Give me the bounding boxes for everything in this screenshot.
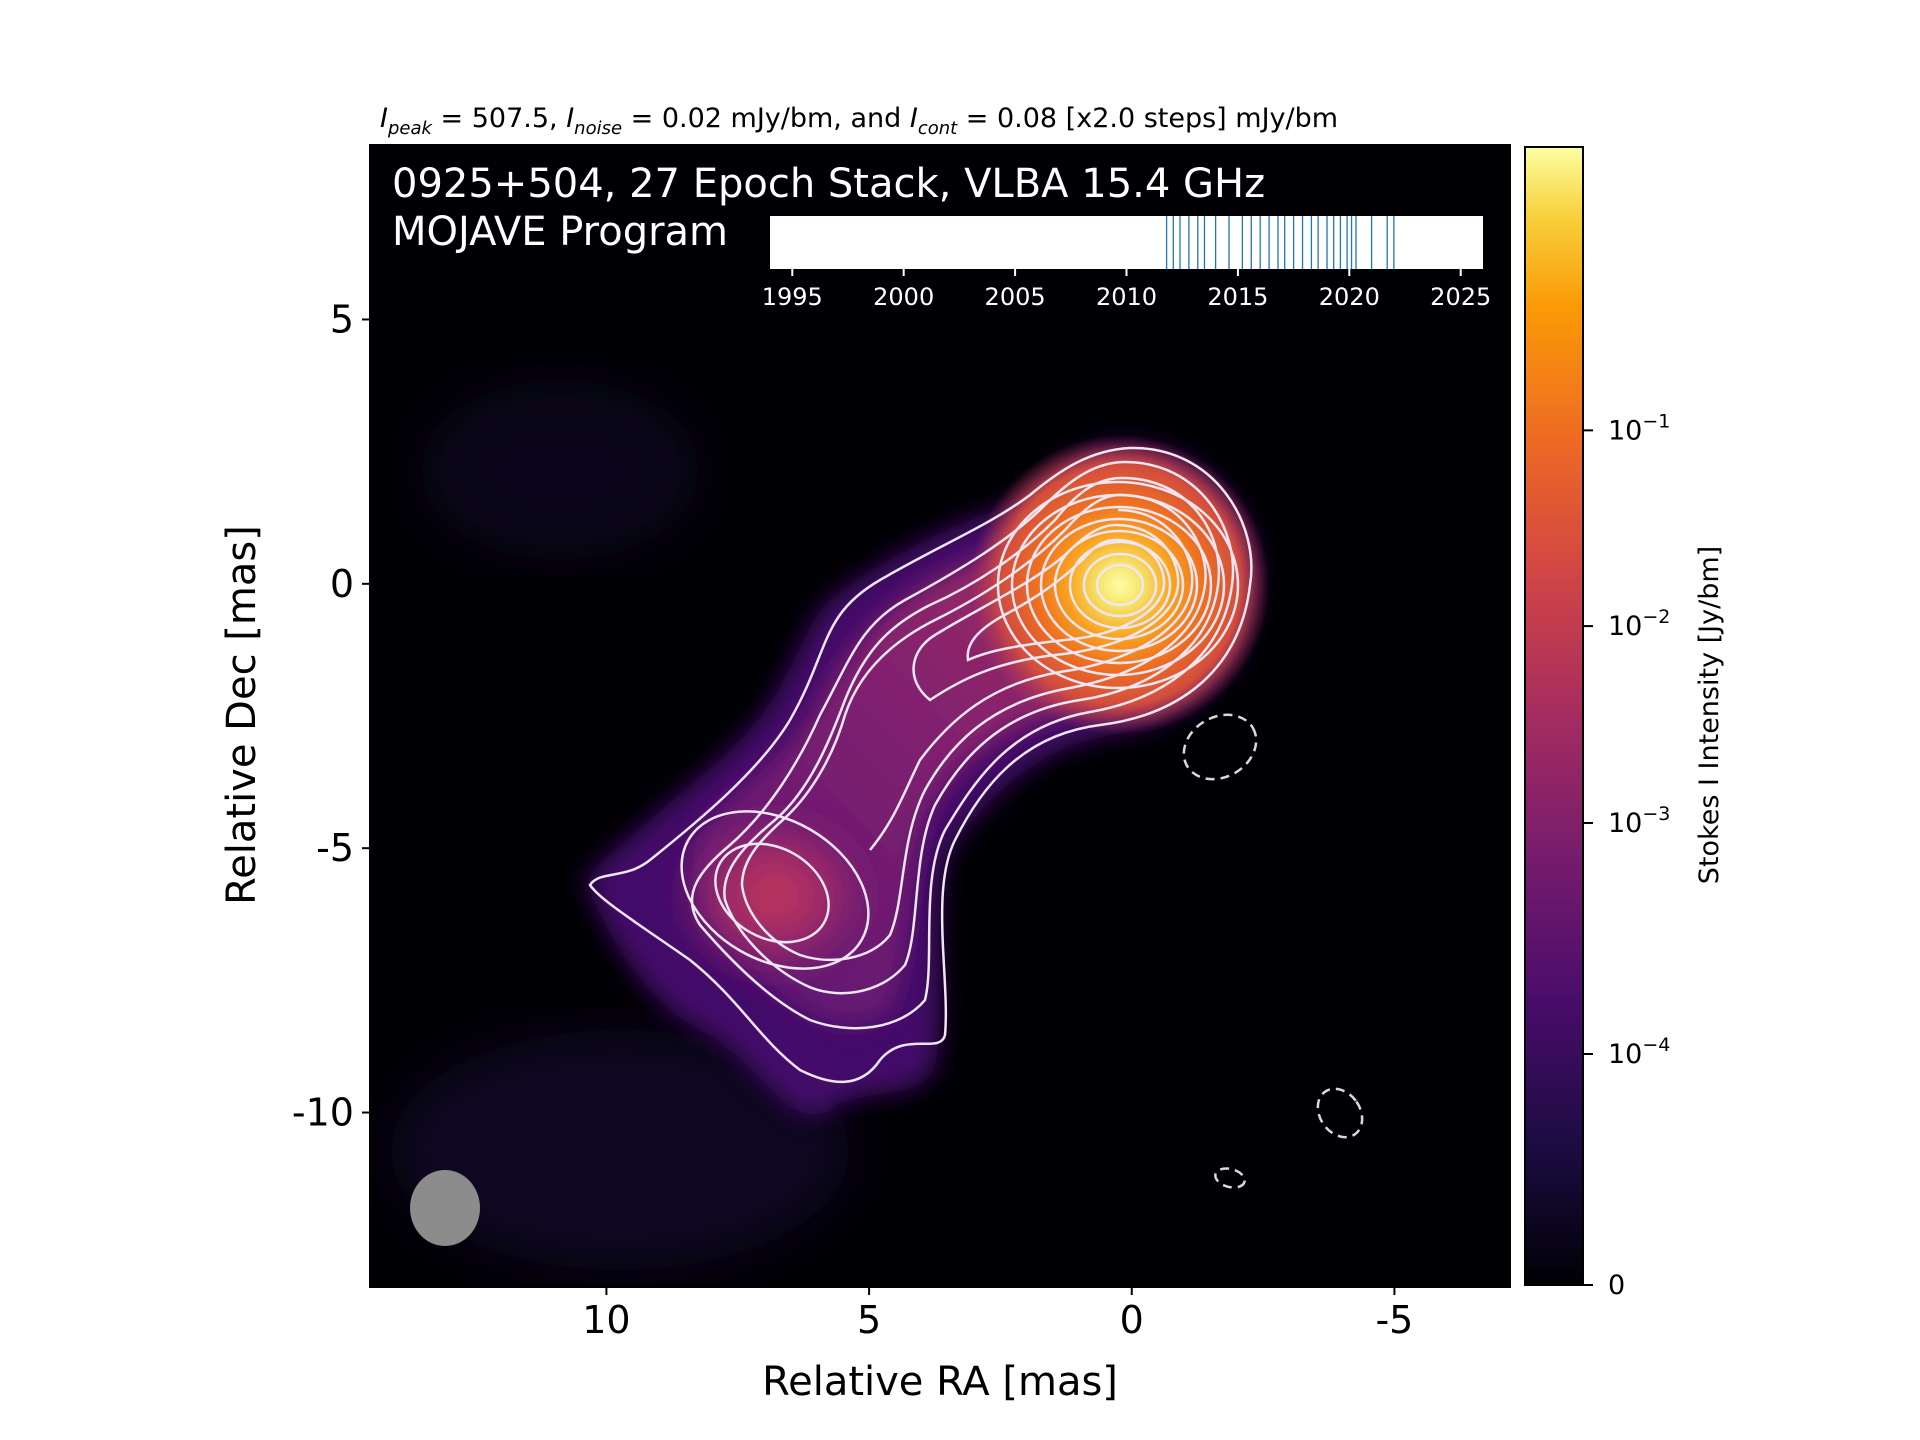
contour-6	[912, 523, 1180, 702]
secondary-knot	[665, 800, 885, 990]
plot-frame	[369, 144, 1511, 1288]
contour-core-5	[1053, 529, 1185, 641]
title-peak-text: = 507.5,	[432, 103, 566, 134]
title-cont-sub: cont	[918, 118, 958, 139]
title-symbol-2: I	[566, 103, 574, 134]
title-noise-text: = 0.02 mJy/bm, and	[622, 103, 910, 134]
colorbar-tick-label: 0	[1608, 1270, 1625, 1301]
x-tick-label: 5	[857, 1298, 881, 1342]
y-axis: 5 0 -5 -10	[292, 297, 370, 1135]
contour-5	[869, 508, 1194, 851]
epoch-ticks	[1165, 216, 1395, 269]
annotation-line2: MOJAVE Program	[392, 209, 728, 255]
noise-haze	[390, 1030, 850, 1270]
y-tick-label: 0	[330, 562, 354, 606]
negative-contour	[1214, 1167, 1246, 1189]
colorbar-ticks: 10−1 10−2 10−3 10−4 0	[1583, 410, 1670, 1301]
epoch-timeline-box	[770, 216, 1483, 269]
colorbar-tick-label: 10−2	[1608, 606, 1670, 642]
epoch-axis-label: 2025	[1430, 283, 1491, 311]
epoch-axis-label: 1995	[762, 283, 823, 311]
contour-core-1	[996, 480, 1240, 690]
contour-core-6	[1068, 540, 1172, 630]
title-symbol: I	[380, 103, 388, 134]
contour-knot-1	[714, 842, 830, 944]
epoch-axis-label: 2000	[873, 283, 934, 311]
annotation-line1: 0925+504, 27 Epoch Stack, VLBA 15.4 GHz	[392, 161, 1265, 207]
epoch-axis-label: 2010	[1096, 283, 1157, 311]
colorbar-tick-label: 10−3	[1608, 803, 1670, 839]
contour-core-4	[1039, 517, 1199, 653]
y-tick-label: -5	[316, 826, 354, 870]
contour-7	[966, 538, 1166, 662]
negative-contour	[1182, 713, 1258, 781]
epoch-axis-label: 2020	[1319, 283, 1380, 311]
contour-outer	[588, 446, 1253, 1084]
chart-title: Ipeak = 507.5, Inoise = 0.02 mJy/bm, and…	[380, 103, 1338, 139]
x-axis: 10 5 0 -5	[582, 1287, 1413, 1342]
contour-knot-2	[680, 810, 870, 970]
title-noise-sub: noise	[574, 118, 622, 139]
contour-core-8	[1095, 563, 1145, 607]
beam-ellipse	[410, 1170, 480, 1246]
y-axis-label: Relative Dec [mas]	[219, 525, 265, 905]
epoch-axis: 1995 2000 2005 2010 2015 2020 2025	[762, 269, 1491, 311]
negative-contour	[1316, 1087, 1364, 1139]
contour-core-2	[1010, 493, 1226, 677]
epoch-axis-label: 2015	[1207, 283, 1268, 311]
y-tick-label: 5	[330, 297, 354, 341]
x-tick-label: 10	[582, 1298, 630, 1342]
colorbar-label: Stokes I Intensity [Jy/bm]	[1694, 546, 1725, 884]
noise-haze	[420, 380, 700, 560]
contour-core-7	[1082, 552, 1158, 618]
contour-2	[690, 460, 1235, 1030]
title-cont-text: = 0.08 [x2.0 steps] mJy/bm	[957, 103, 1338, 134]
title-peak-sub: peak	[387, 118, 434, 139]
y-tick-label: -10	[292, 1091, 354, 1135]
colorbar-tick-label: 10−4	[1608, 1034, 1670, 1070]
contour-lines	[588, 446, 1253, 1084]
negative-contours	[1182, 713, 1364, 1189]
title-symbol-3: I	[910, 103, 918, 134]
colorbar	[1524, 146, 1584, 1286]
contour-core-3	[1025, 505, 1213, 665]
contour-3	[723, 476, 1221, 995]
x-axis-label: Relative RA [mas]	[762, 1359, 1118, 1405]
x-tick-label: 0	[1120, 1298, 1144, 1342]
contour-4	[740, 493, 1207, 961]
x-tick-label: -5	[1375, 1298, 1413, 1342]
epoch-axis-label: 2005	[985, 283, 1046, 311]
intensity-image	[390, 380, 1364, 1270]
colorbar-tick-label: 10−1	[1608, 410, 1670, 446]
